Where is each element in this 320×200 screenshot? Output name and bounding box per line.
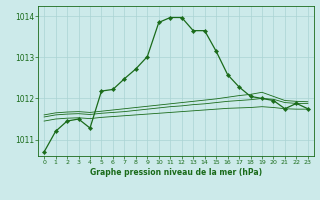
X-axis label: Graphe pression niveau de la mer (hPa): Graphe pression niveau de la mer (hPa) xyxy=(90,168,262,177)
